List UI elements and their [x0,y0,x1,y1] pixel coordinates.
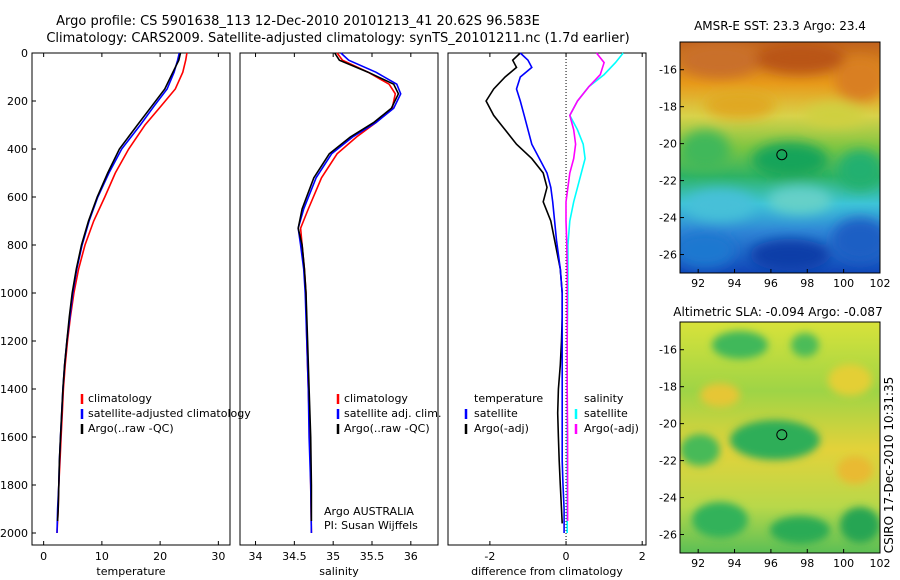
temperature-xtick-label: 10 [95,550,109,563]
salinity-series-line-2 [297,52,400,521]
salinity-axes-frame [239,52,439,546]
figure-title: Argo profile: CS 5901638_113 12-Dec-2010… [56,14,540,29]
map-xtick-label: 98 [800,557,814,570]
temperature-ytick-label: 1800 [0,479,28,492]
legend-label: Argo(-adj) [584,422,639,435]
map-xtick-label: 92 [691,277,705,290]
map-ytick-label: -20 [659,138,677,151]
temperature-xtick-label: 30 [211,550,225,563]
salinity-xtick-label: 34.5 [282,550,307,563]
temperature-xtick-label: 20 [153,550,167,563]
map-xtick-label: 100 [833,277,854,290]
map-xtick-label: 102 [870,557,891,570]
map-xtick-label: 96 [764,557,778,570]
sst-map-panel: AMSR-E SST: 23.3 Argo: 23.4 92 94 96 98 100 1… [659,19,890,290]
map-xtick-label: 102 [870,277,891,290]
map-xtick-label: 98 [800,277,814,290]
sla-map-panel: Altimetric SLA: -0.094 Argo: -0.087 92 94… [659,305,890,570]
map-ytick-label: -26 [659,249,677,262]
temperature-ytick-label: 1600 [0,431,28,444]
temperature-series-line-2 [56,52,182,522]
map-ytick-label: -16 [659,344,677,357]
temperature-ytick-label: 1000 [0,287,28,300]
map-xtick-label: 94 [728,277,742,290]
salinity-xtick-label: 35 [326,550,340,563]
sla-map-title: Altimetric SLA: -0.094 Argo: -0.087 [673,305,882,319]
temperature-ytick-label: 600 [7,191,28,204]
temperature-profile-panel: 0 10 20 30 0 200 400 600 800 1000 1200 1400 1600 1800… [0,47,251,578]
temperature-axes-frame [31,52,231,546]
temperature-ytick-label: 1200 [0,335,28,348]
temperature-ytick-label: 1400 [0,383,28,396]
difference-series-line-0 [485,52,563,524]
salinity-annotation: Argo AUSTRALIA [324,505,414,518]
temperature-ytick-label: 400 [7,143,28,156]
legend-label: satellite adj. clim. [344,407,441,420]
temperature-ytick-label: 200 [7,95,28,108]
map-ytick-label: -22 [659,455,677,468]
difference-xtick-label: 0 [563,550,570,563]
temperature-series-line-0 [56,52,188,534]
difference-xlabel: difference from climatology [471,565,623,578]
legend-label: satellite-adjusted climatology [88,407,251,420]
difference-xtick-label: -2 [484,550,495,563]
difference-series-line-3 [565,52,605,521]
temperature-ytick-label: 800 [7,239,28,252]
legend-label: climatology [88,392,152,405]
legend-label: temperature [474,392,543,405]
sst-map-axes: 92 94 96 98 100 102 -16 -18 -20 -22 -24 -26 [659,64,890,290]
salinity-xtick-label: 34 [249,550,263,563]
legend-label: Argo(..raw -QC) [344,422,430,435]
map-ytick-label: -24 [659,212,677,225]
difference-series-line-2 [566,52,624,533]
argo-float-position-marker [776,149,788,161]
temperature-xlabel: temperature [96,565,165,578]
sla-heatmap [680,322,880,553]
map-ytick-label: -24 [659,492,677,505]
map-ytick-label: -18 [659,381,677,394]
map-ytick-label: -22 [659,175,677,188]
map-ytick-label: -20 [659,418,677,431]
difference-profile-panel: -2 0 2 difference from climatology temperatu… [447,52,647,578]
map-xtick-label: 96 [764,277,778,290]
map-ytick-label: -26 [659,529,677,542]
legend-label: salinity [584,392,624,405]
argo-float-position-marker [776,429,788,441]
map-ytick-label: -18 [659,101,677,114]
difference-axes-frame [447,52,647,546]
csiro-timestamp-label: CSIRO 17-Dec-2010 10:31:35 [882,377,896,554]
salinity-annotation: PI: Susan Wijffels [324,519,418,532]
difference-xtick-label: 2 [639,550,646,563]
map-xtick-label: 100 [833,557,854,570]
salinity-xtick-label: 35.5 [360,550,385,563]
legend-label: Argo(-adj) [474,422,529,435]
legend-label: satellite [474,407,518,420]
temperature-series-line-1 [56,52,181,534]
temperature-ytick-label: 0 [21,47,28,60]
salinity-xlabel: salinity [319,565,359,578]
legend-label: satellite [584,407,628,420]
salinity-xtick-label: 36 [404,550,418,563]
temperature-ytick-label: 2000 [0,527,28,540]
salinity-series-line-1 [297,52,402,534]
difference-series-line-1 [515,52,565,533]
figure-subtitle: Climatology: CARS2009. Satellite-adjuste… [46,31,629,46]
sst-heatmap [680,42,880,273]
salinity-profile-panel: 34 34.5 35 35.5 36 salinity climatology satelli… [239,52,441,578]
map-ytick-label: -16 [659,64,677,77]
sla-map-axes: 92 94 96 98 100 102 -16 -18 -20 -22 -24 -26 [659,344,890,570]
legend-label: climatology [344,392,408,405]
temperature-xtick-label: 0 [40,550,47,563]
sst-map-title: AMSR-E SST: 23.3 Argo: 23.4 [694,19,866,33]
salinity-series-line-0 [299,52,397,534]
legend-label: Argo(..raw -QC) [88,422,174,435]
map-xtick-label: 94 [728,557,742,570]
map-xtick-label: 92 [691,557,705,570]
